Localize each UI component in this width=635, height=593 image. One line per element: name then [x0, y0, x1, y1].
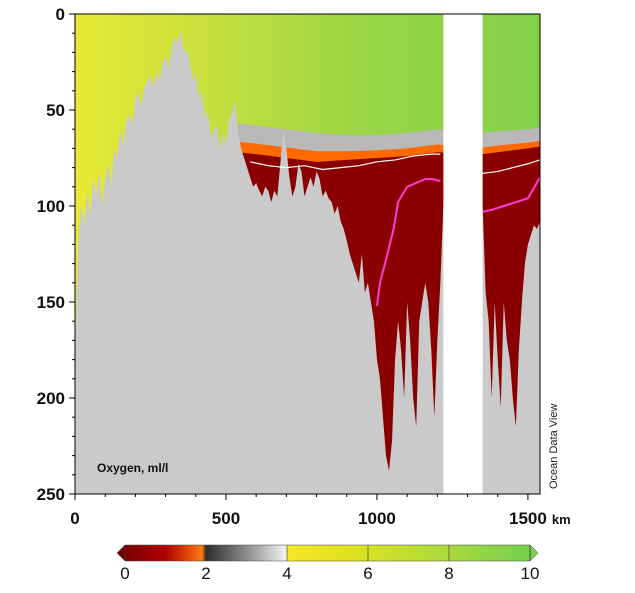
y-tick-label-150: 150	[37, 293, 65, 312]
x-tick-label-1500: 1500	[509, 509, 547, 528]
x-axis: 0 500 1000 1500	[70, 494, 547, 528]
colorbar-label-0: 0	[120, 564, 129, 583]
variable-label: Oxygen, ml/l	[97, 461, 168, 475]
bathymetry-bottom	[75, 29, 540, 494]
x-axis-unit: km	[552, 512, 571, 527]
y-tick-label-200: 200	[37, 389, 65, 408]
y-tick-label-0: 0	[56, 5, 65, 24]
no-data-gap	[443, 14, 483, 494]
contour-line-1	[482, 176, 540, 213]
colorbar-label-6: 6	[363, 564, 372, 583]
x-tick-label-0: 0	[70, 509, 79, 528]
y-axis: 0 50 100 150 200 250	[37, 5, 75, 504]
contour-lines	[250, 153, 540, 306]
colorbar-extend-low	[116, 544, 126, 562]
colorbar-label-8: 8	[444, 564, 453, 583]
x-tick-label-500: 500	[212, 509, 240, 528]
contour-line-2	[250, 153, 441, 171]
y-tick-label-100: 100	[37, 197, 65, 216]
colorbar-label-4: 4	[282, 564, 291, 583]
y-tick-label-50: 50	[46, 101, 65, 120]
plot-area	[75, 14, 540, 494]
colorbar: 0 2 4 6 8 10	[116, 544, 540, 583]
x-tick-label-1000: 1000	[358, 509, 396, 528]
contour-line-0	[375, 178, 441, 306]
software-credit: Ocean Data View	[548, 404, 560, 489]
colorbar-bar	[124, 544, 531, 562]
y-tick-label-250: 250	[37, 485, 65, 504]
plot-frame	[74, 13, 541, 495]
colorbar-extend-high	[529, 544, 539, 562]
contour-line-3	[482, 159, 540, 174]
colorbar-label-2: 2	[201, 564, 210, 583]
colorbar-label-10: 10	[521, 564, 540, 583]
